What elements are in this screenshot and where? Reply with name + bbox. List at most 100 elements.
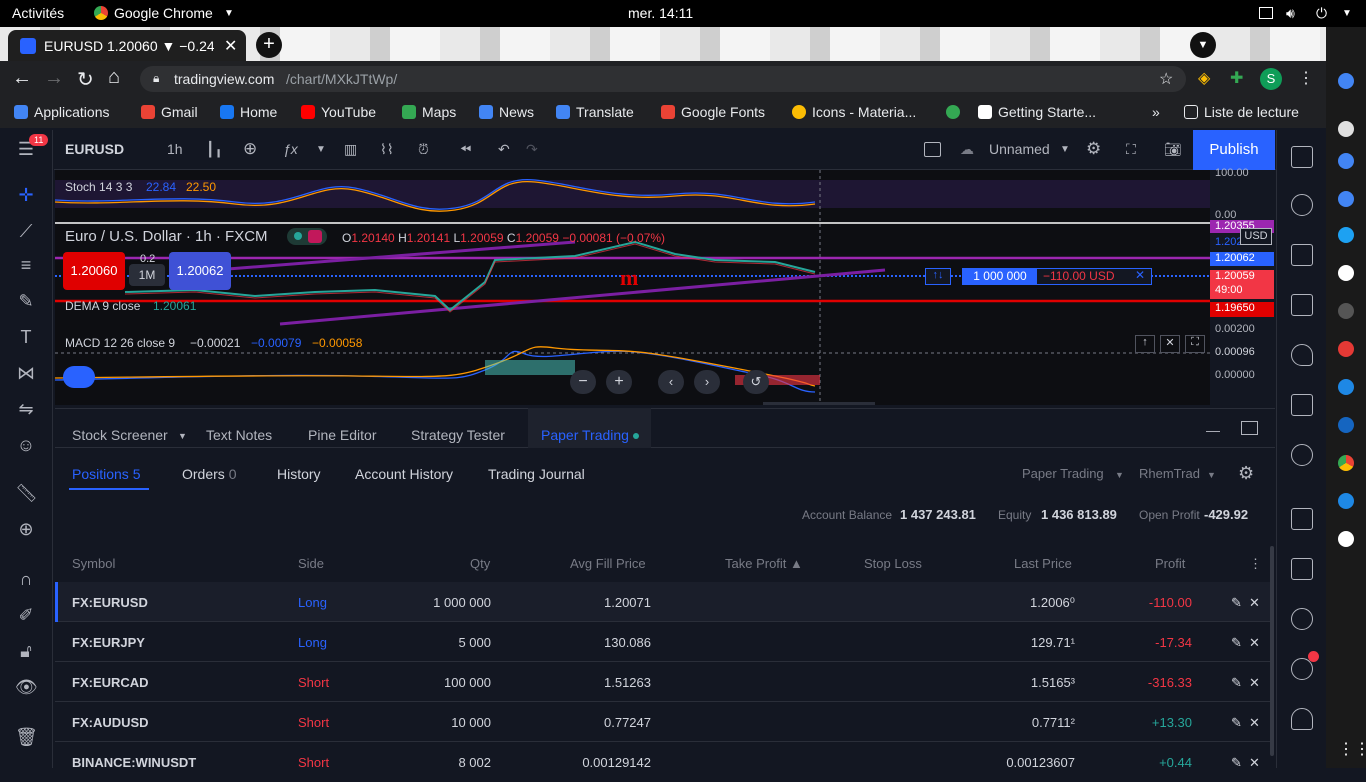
bookmark-gmail[interactable]: Gmail	[141, 104, 198, 120]
app-menu[interactable]: Google Chrome	[114, 5, 213, 21]
subtab-account-history[interactable]: Account History	[355, 466, 454, 482]
ruler-icon[interactable]: 📏︎	[15, 483, 38, 503]
trash-icon[interactable]: 🗑︎	[15, 727, 38, 747]
broker-select[interactable]: Paper Trading	[1022, 466, 1104, 481]
broadcast-icon[interactable]	[1291, 658, 1313, 680]
subtab-positions[interactable]: Positions 5	[72, 466, 141, 482]
macd-label[interactable]: MACD 12 26 close 9	[65, 336, 176, 350]
bookmark-home[interactable]: Home	[220, 104, 277, 120]
profile-avatar[interactable]: S	[1260, 68, 1282, 90]
table-row[interactable]: FX:EURUSD Long 1 000 000 1.20071 1.2006⁰…	[55, 582, 1270, 622]
magnet-icon[interactable]: ∩	[19, 569, 33, 589]
chevron-down-icon[interactable]: ▼	[178, 431, 187, 441]
puzzle-icon[interactable]: ✚	[1230, 70, 1244, 87]
move-up-icon[interactable]: ↑	[1135, 335, 1155, 353]
chat-icon[interactable]	[1291, 558, 1313, 580]
price-axis[interactable]: 100.00 0.00 1.20355 1.20211 USD 1.20062 …	[1210, 167, 1276, 405]
chevron-down-icon[interactable]: ▼	[1207, 470, 1216, 480]
edit-icon[interactable]: ✎	[1231, 675, 1242, 690]
chevron-down-icon[interactable]: ▼	[1060, 144, 1070, 155]
table-row[interactable]: FX:EURCAD Short 100 000 1.51263 1.5165³ …	[55, 662, 1270, 702]
subtab-history[interactable]: History	[277, 466, 321, 482]
account-select[interactable]: RhemTrad	[1139, 466, 1200, 481]
trendline-icon[interactable]: ⟋	[19, 221, 33, 241]
market-status-badge[interactable]	[287, 228, 327, 245]
table-row[interactable]: FX:AUDUSD Short 10 000 0.77247 0.7711² +…	[55, 702, 1270, 742]
tab-stock-screener[interactable]: Stock Screener	[72, 427, 168, 443]
indicators-icon[interactable]: ƒx	[283, 141, 298, 157]
layout-name[interactable]: Unnamed	[989, 141, 1050, 157]
lock-icon[interactable]: 🔓︎	[20, 641, 32, 661]
home-icon[interactable]: ⌂	[108, 66, 121, 88]
calendar-icon[interactable]	[1291, 394, 1313, 416]
app-icon[interactable]	[1338, 153, 1354, 169]
tab-text-notes[interactable]: Text Notes	[206, 427, 273, 443]
star-icon[interactable]: ☆	[1159, 71, 1174, 88]
bookmark-maps[interactable]: Maps	[402, 104, 456, 120]
buy-button[interactable]: 1.20062	[169, 252, 231, 290]
bookmark-applications[interactable]: Applications	[14, 104, 110, 120]
app-icon[interactable]	[1338, 531, 1354, 547]
edit-icon[interactable]: ✎	[1231, 755, 1242, 770]
reload-icon[interactable]: ↻	[77, 69, 94, 91]
select-layout-icon[interactable]	[924, 142, 941, 157]
col-profit[interactable]: Profit	[1155, 556, 1186, 571]
close-position-icon[interactable]: ✕	[1135, 268, 1146, 282]
chart-title[interactable]: Euro / U.S. Dollar · 1h · FXCM	[65, 228, 268, 245]
quantity-button[interactable]: 1M	[129, 264, 165, 286]
col-avg-fill-price[interactable]: Avg Fill Price	[570, 556, 646, 571]
fullscreen-icon[interactable]: ⛶	[1126, 141, 1136, 157]
alert-icon[interactable]: ⏰︎	[418, 141, 429, 157]
minimize-icon[interactable]: —	[1206, 422, 1220, 438]
symbol-search[interactable]: EURUSD	[65, 141, 125, 157]
eye-icon[interactable]: 👁︎	[15, 677, 38, 697]
sell-button[interactable]: 1.20060	[63, 252, 125, 290]
reverse-position-button[interactable]: ↑↓	[925, 268, 951, 285]
notifications-icon[interactable]	[1291, 708, 1313, 730]
vscode-icon[interactable]	[1338, 417, 1354, 433]
position-label[interactable]: 1 000 000 −110.00 USD ✕	[962, 268, 1152, 285]
tab-pine-editor[interactable]: Pine Editor	[308, 427, 377, 443]
app-icon[interactable]	[1338, 73, 1354, 89]
subtab-trading-journal[interactable]: Trading Journal	[488, 466, 585, 482]
close-icon[interactable]: ✕	[1249, 635, 1260, 650]
app-grid-icon[interactable]: ⋮⋮	[1338, 741, 1366, 758]
scroll-right-button[interactable]: ›	[694, 370, 720, 394]
col-stop-loss[interactable]: Stop Loss	[864, 556, 922, 571]
emoji-icon[interactable]: ☺	[16, 435, 36, 455]
chart-pane[interactable]: m Stoch 14 3 3 22.84 22.50 Euro / U.S. D…	[55, 170, 1210, 405]
hotlist-icon[interactable]	[1291, 294, 1313, 316]
app-icon[interactable]	[1338, 227, 1354, 243]
chart-type-icon[interactable]: ┃╻	[206, 141, 223, 157]
tab-paper-trading[interactable]: Paper Trading	[541, 427, 629, 443]
volume-icon[interactable]: 🔊︎	[1286, 5, 1295, 21]
zoom-out-button[interactable]: −	[570, 370, 596, 394]
streams-icon[interactable]	[1291, 344, 1313, 366]
ideas-icon[interactable]	[1291, 444, 1313, 466]
bookmarks-overflow[interactable]: »	[1152, 104, 1160, 120]
watchlist-icon[interactable]	[1291, 146, 1313, 168]
close-icon[interactable]: ✕	[1249, 715, 1260, 730]
replay-icon[interactable]: ⏪︎	[460, 141, 472, 157]
camera-icon[interactable]: 📷︎	[1164, 141, 1182, 157]
amazon-icon[interactable]	[1338, 265, 1354, 281]
zoom-in-button[interactable]: +	[606, 370, 632, 394]
window-icon[interactable]	[1259, 7, 1273, 19]
power-icon[interactable]: ⏻	[1316, 5, 1328, 21]
settings-icon[interactable]: ⚙	[1238, 463, 1255, 483]
chrome-icon[interactable]	[1338, 455, 1354, 471]
publish-button[interactable]: Publish	[1193, 130, 1275, 170]
settings-icon[interactable]: ⚙	[1086, 139, 1102, 158]
col-qty[interactable]: Qty	[470, 556, 491, 571]
scrollbar[interactable]	[1270, 546, 1274, 756]
zoom-in-icon[interactable]: ⊕	[18, 519, 34, 539]
currency-badge[interactable]: USD	[1240, 228, 1272, 245]
bookmark-icons-material[interactable]: Icons - Materia...	[792, 104, 916, 120]
bookmark-news[interactable]: News	[479, 104, 534, 120]
back-icon[interactable]: ←	[12, 67, 32, 89]
chevron-down-icon[interactable]: ▼	[1342, 8, 1352, 19]
crosshair-icon[interactable]: ✛	[18, 185, 34, 205]
templates-icon[interactable]: ▥	[344, 141, 358, 157]
url-field[interactable]: 🔒︎ tradingview.com /chart/MXkJTtWp/ ☆	[140, 66, 1186, 92]
bookmark-translate[interactable]: Translate	[556, 104, 634, 120]
